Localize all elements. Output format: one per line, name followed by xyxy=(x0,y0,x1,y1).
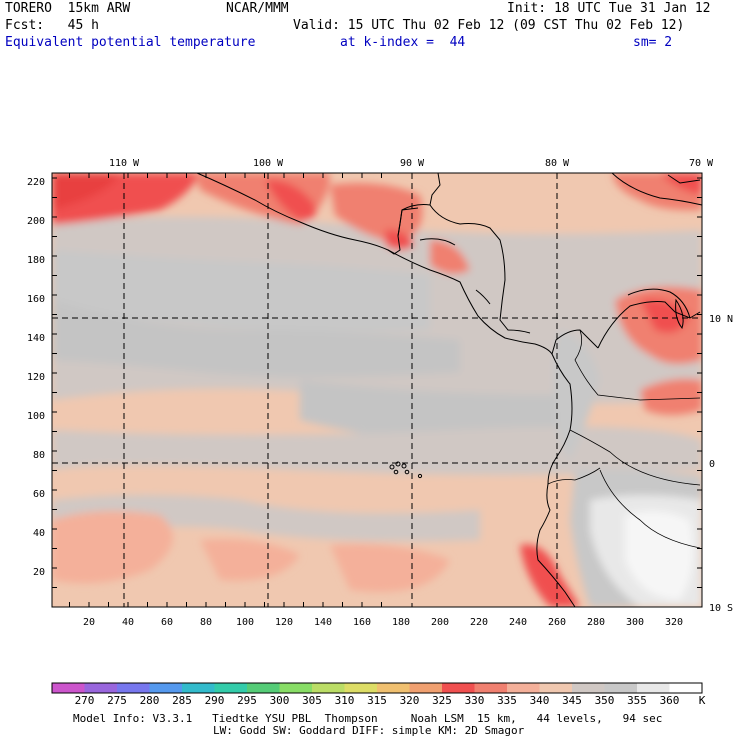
colorbar-label: 335 xyxy=(497,694,517,707)
bottom-tick: 260 xyxy=(548,617,566,628)
bottom-tick: 300 xyxy=(626,617,644,628)
colorbar-swatch xyxy=(312,683,345,693)
bottom-tick: 200 xyxy=(431,617,449,628)
colorbar-label: 325 xyxy=(432,694,452,707)
valid-time: Valid: 15 UTC Thu 02 Feb 12 (09 CST Thu … xyxy=(293,18,685,33)
left-tick: 20 xyxy=(33,567,45,578)
colorbar-swatch xyxy=(474,683,508,693)
model-info-line2: LW: Godd SW: Goddard DIFF: simple KM: 2D… xyxy=(213,724,525,737)
smoothing-label: sm= 2 xyxy=(633,35,673,50)
colorbar-swatch xyxy=(344,683,378,693)
colorbar-swatch xyxy=(637,683,670,693)
bottom-tick: 280 xyxy=(587,617,605,628)
colorbar-label: 320 xyxy=(399,694,420,707)
colorbar-label: 315 xyxy=(367,694,387,707)
colorbar-label: 345 xyxy=(562,694,582,707)
left-tick: 140 xyxy=(27,333,45,344)
colorbar-swatch xyxy=(182,683,215,693)
tick-marks xyxy=(52,173,702,607)
left-tick: 80 xyxy=(33,450,45,461)
colorbar-label: 300 xyxy=(269,694,290,707)
left-tick: 60 xyxy=(33,489,45,500)
level-label: at k-index = 44 xyxy=(340,35,466,50)
right-tick-0: 0 xyxy=(709,459,715,470)
bottom-tick: 20 xyxy=(83,617,95,628)
bottom-tick: 240 xyxy=(509,617,527,628)
colorbar-label: 295 xyxy=(237,694,257,707)
colorbar-label: 305 xyxy=(302,694,322,707)
colorbar-label: 350 xyxy=(594,694,615,707)
colorbar-label: 280 xyxy=(139,694,160,707)
colorbar-swatch xyxy=(377,683,410,693)
colorbar-unit: K xyxy=(698,694,706,707)
colorbar-swatch xyxy=(214,683,248,693)
bottom-tick: 120 xyxy=(275,617,293,628)
bottom-tick: 40 xyxy=(122,617,134,628)
colorbar-swatch xyxy=(247,683,280,693)
colorbar-swatch xyxy=(84,683,118,693)
forecast-hour: Fcst: 45 h xyxy=(5,18,99,33)
colorbar xyxy=(51,682,703,694)
left-tick: 40 xyxy=(33,528,45,539)
right-tick-10n: 10 N xyxy=(709,314,733,325)
bottom-tick: 60 xyxy=(161,617,173,628)
graticule xyxy=(52,173,702,607)
colorbar-label: 290 xyxy=(204,694,225,707)
bottom-tick: 140 xyxy=(314,617,332,628)
bottom-tick: 160 xyxy=(353,617,371,628)
map-frame xyxy=(51,172,703,608)
colorbar-swatch xyxy=(539,683,573,693)
colorbar-swatch xyxy=(442,683,475,693)
bottom-tick: 80 xyxy=(200,617,212,628)
organization-label: NCAR/MMM xyxy=(226,1,289,16)
bottom-tick: 100 xyxy=(236,617,254,628)
bottom-tick: 180 xyxy=(392,617,410,628)
right-tick-10s: 10 S xyxy=(709,603,733,614)
model-info-line1: Model Info: V3.3.1 Tiedtke YSU PBL Thomp… xyxy=(73,712,663,725)
left-tick: 220 xyxy=(27,177,45,188)
colorbar-label: 310 xyxy=(334,694,355,707)
colorbar-swatch xyxy=(572,683,605,693)
left-tick: 200 xyxy=(27,216,45,227)
colorbar-swatch xyxy=(52,683,85,693)
colorbar-swatch xyxy=(409,683,443,693)
temperature-field xyxy=(52,173,702,607)
colorbar-label: 360 xyxy=(659,694,680,707)
colorbar-label: 270 xyxy=(74,694,95,707)
left-tick: 120 xyxy=(27,372,45,383)
bottom-tick: 320 xyxy=(665,617,683,628)
top-tick-110w: 110 W xyxy=(109,158,140,169)
colorbar-label: 355 xyxy=(627,694,647,707)
init-time: Init: 18 UTC Tue 31 Jan 12 xyxy=(507,1,711,16)
top-tick-90w: 90 W xyxy=(400,158,425,169)
colorbar-frame xyxy=(51,682,703,694)
colorbar-label: 285 xyxy=(172,694,192,707)
colorbar-swatch xyxy=(117,683,150,693)
colorbar-label: 275 xyxy=(107,694,127,707)
colorbar-swatch xyxy=(279,683,313,693)
colorbar-swatch xyxy=(669,683,703,693)
top-tick-100w: 100 W xyxy=(253,158,284,169)
model-title: TORERO 15km ARW xyxy=(5,1,131,16)
left-tick: 180 xyxy=(27,255,45,266)
bottom-tick: 220 xyxy=(470,617,488,628)
top-tick-80w: 80 W xyxy=(545,158,570,169)
left-tick: 100 xyxy=(27,411,45,422)
coastline xyxy=(196,172,703,608)
colorbar-label: 340 xyxy=(529,694,550,707)
colorbar-label: 330 xyxy=(464,694,485,707)
colorbar-swatch xyxy=(507,683,540,693)
left-tick: 160 xyxy=(27,294,45,305)
top-tick-70w: 70 W xyxy=(689,158,714,169)
colorbar-swatch xyxy=(604,683,638,693)
colorbar-swatch xyxy=(149,683,183,693)
field-name: Equivalent potential temperature xyxy=(5,35,256,50)
